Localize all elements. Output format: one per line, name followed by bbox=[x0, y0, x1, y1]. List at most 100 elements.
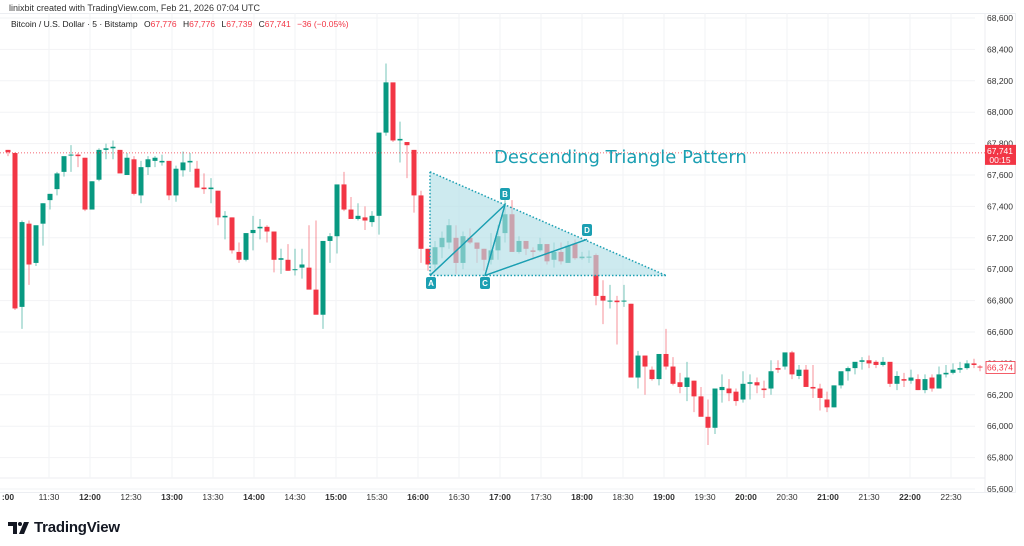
candle-up bbox=[894, 375, 900, 384]
time-label: :00 bbox=[2, 492, 15, 502]
candle-up bbox=[208, 187, 214, 190]
price-label: 68,400 bbox=[987, 44, 1013, 54]
time-label: 11:30 bbox=[39, 492, 60, 502]
time-label: 19:30 bbox=[694, 492, 716, 502]
candle-up bbox=[782, 352, 788, 367]
candle-up bbox=[747, 382, 753, 384]
candle-down bbox=[390, 82, 396, 141]
candle-down bbox=[117, 149, 123, 174]
candle-up bbox=[173, 168, 179, 196]
candle-up bbox=[880, 361, 886, 365]
time-label: 15:00 bbox=[325, 492, 347, 502]
chart-frame bbox=[0, 13, 1016, 493]
time-label: 13:00 bbox=[161, 492, 183, 502]
triangle-resistance-line bbox=[429, 171, 667, 277]
symbol-name: Bitcoin / U.S. Dollar · 5 · Bitstamp bbox=[11, 19, 138, 29]
candle-up bbox=[180, 162, 186, 171]
last-price-value: 67,741 bbox=[987, 146, 1013, 156]
crosshair-price-tag bbox=[985, 361, 1016, 374]
low-value: 67,739 bbox=[226, 19, 253, 29]
candle-down bbox=[229, 217, 235, 251]
candle-down bbox=[201, 187, 207, 190]
time-label: 18:30 bbox=[612, 492, 634, 502]
candle-up bbox=[299, 264, 305, 268]
candle-down bbox=[236, 251, 242, 260]
high-label: H bbox=[182, 19, 190, 29]
candle-down bbox=[425, 248, 431, 265]
point-label-c-badge bbox=[480, 277, 490, 289]
candle-down bbox=[12, 153, 18, 309]
price-label: 67,400 bbox=[987, 201, 1013, 211]
candle-up bbox=[635, 355, 641, 378]
tradingview-logo[interactable]: TradingView bbox=[8, 519, 120, 536]
price-label: 67,000 bbox=[987, 264, 1013, 274]
candle-down bbox=[698, 396, 704, 417]
high-value: 67,776 bbox=[189, 19, 216, 29]
candle-down bbox=[264, 226, 270, 232]
candle-down bbox=[670, 366, 676, 384]
candle-up bbox=[957, 368, 963, 370]
candle-down bbox=[754, 382, 760, 386]
candle-down bbox=[887, 361, 893, 384]
candle-up bbox=[187, 160, 193, 163]
candle-down bbox=[82, 157, 88, 210]
candle-up bbox=[222, 215, 228, 218]
candle-down bbox=[726, 388, 732, 394]
candle-up bbox=[908, 377, 914, 381]
pattern-title[interactable]: Descending Triangle Pattern bbox=[494, 147, 747, 168]
close-label: C bbox=[258, 19, 265, 29]
candle-up bbox=[768, 371, 774, 389]
time-label: 14:30 bbox=[284, 492, 306, 502]
candle-up bbox=[845, 368, 851, 372]
price-label: 67,200 bbox=[987, 233, 1013, 243]
candle-up bbox=[656, 353, 662, 380]
candle-down bbox=[915, 379, 921, 391]
time-label: 17:30 bbox=[530, 492, 552, 502]
time-label: 13:30 bbox=[202, 492, 224, 502]
candle-down bbox=[306, 267, 312, 290]
time-label: 20:00 bbox=[735, 492, 757, 502]
countdown-value: 00:15 bbox=[989, 155, 1011, 165]
price-label: 68,600 bbox=[987, 13, 1013, 23]
candle-down bbox=[285, 259, 291, 271]
candle-down bbox=[789, 352, 795, 375]
candle-up bbox=[68, 154, 74, 156]
candle-down bbox=[628, 303, 634, 378]
crosshair-price-value: 66,374 bbox=[987, 362, 1013, 372]
time-label: 21:30 bbox=[858, 492, 880, 502]
time-label: 18:00 bbox=[571, 492, 593, 502]
time-label: 12:00 bbox=[79, 492, 101, 502]
candle-down bbox=[733, 391, 739, 402]
candle-down bbox=[75, 154, 81, 157]
open-label: O bbox=[143, 19, 151, 29]
candle-up bbox=[740, 383, 746, 400]
candle-up bbox=[712, 388, 718, 428]
candle-down bbox=[642, 355, 648, 367]
candle-up bbox=[292, 269, 298, 271]
candle-up bbox=[320, 240, 326, 315]
candle-up bbox=[243, 233, 249, 260]
candle-up bbox=[257, 226, 263, 229]
candle-down bbox=[194, 168, 200, 188]
candle-up bbox=[964, 363, 970, 369]
candle-up bbox=[796, 369, 802, 376]
candle-down bbox=[691, 380, 697, 397]
candle-up bbox=[54, 173, 60, 190]
candle-up bbox=[327, 236, 333, 241]
candle-down bbox=[810, 386, 816, 389]
price-label: 66,200 bbox=[987, 390, 1013, 400]
candle-down bbox=[313, 289, 319, 315]
candle-up bbox=[719, 386, 725, 391]
abcd-line bbox=[484, 204, 506, 276]
candle-up bbox=[922, 379, 928, 391]
candle-up bbox=[859, 360, 865, 362]
candle-down bbox=[705, 416, 711, 428]
time-label: 15:30 bbox=[366, 492, 388, 502]
candle-up bbox=[943, 372, 949, 375]
abcd-line bbox=[484, 238, 588, 277]
candle-down bbox=[775, 368, 781, 370]
candle-down bbox=[215, 190, 221, 218]
tradingview-logo-icon bbox=[8, 521, 29, 534]
point-label-d-badge bbox=[582, 224, 592, 236]
